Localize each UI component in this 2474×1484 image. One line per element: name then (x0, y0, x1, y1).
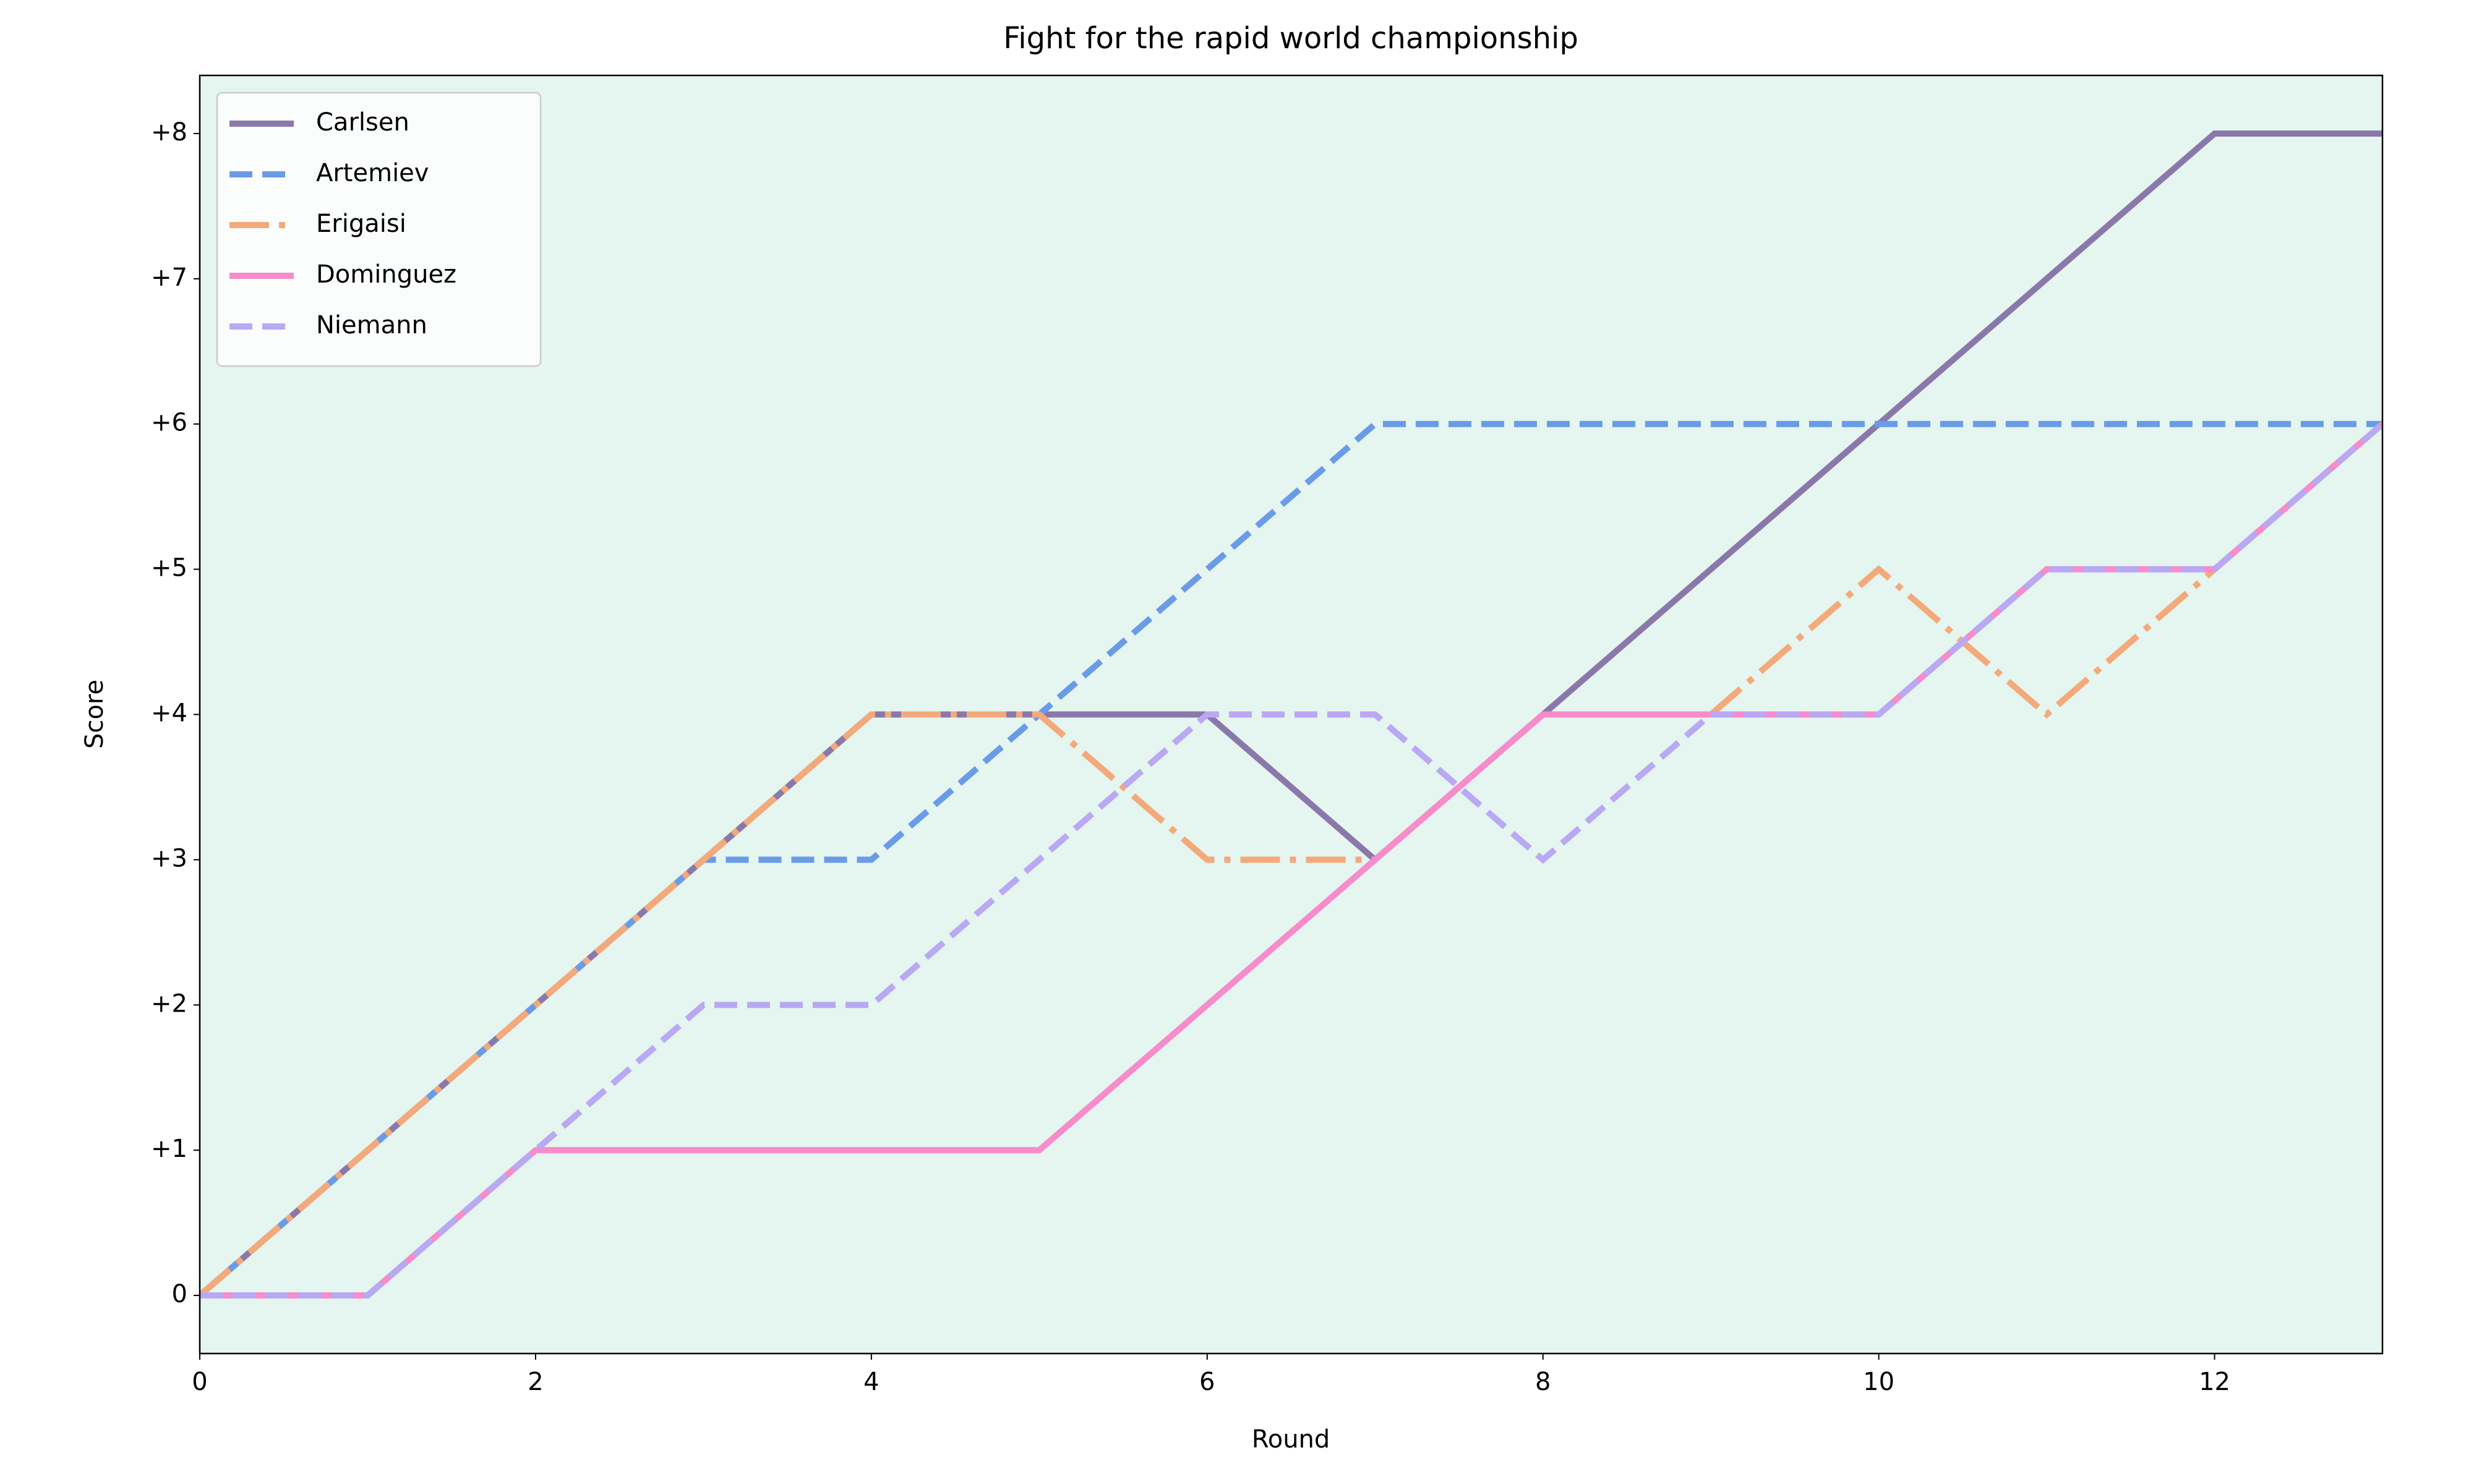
y-tick-label: +7 (151, 263, 187, 292)
plot-frame (199, 74, 2384, 1355)
y-tick-label: +3 (151, 844, 187, 872)
x-axis-label: Round (1252, 1425, 1330, 1454)
chart-title: Fight for the rapid world championship (1003, 21, 1578, 56)
y-tick-label: +4 (151, 699, 187, 728)
y-tick-label: +5 (151, 554, 187, 582)
x-tick-label: 10 (1863, 1368, 1894, 1396)
y-tick-label: +2 (151, 989, 187, 1018)
y-tick-label: +6 (151, 409, 187, 437)
y-tick-label: +1 (151, 1135, 187, 1163)
x-tick-label: 4 (863, 1368, 879, 1396)
legend-label: Carlsen (316, 108, 409, 137)
x-tick-label: 8 (1535, 1368, 1551, 1396)
x-tick-label: 6 (1199, 1368, 1215, 1396)
y-axis-label: Score (80, 680, 109, 749)
legend-label: Artemiev (316, 159, 429, 187)
series-line (200, 421, 2382, 1299)
legend-label: Niemann (316, 311, 427, 339)
legend-label: Erigaisi (316, 210, 406, 238)
plot-background (200, 75, 2382, 1354)
x-tick-label: 0 (192, 1368, 207, 1396)
series-line (200, 421, 2382, 1298)
x-tick-label: 2 (528, 1368, 543, 1396)
y-tick-label: +8 (151, 118, 187, 147)
y-tick-label: 0 (172, 1280, 187, 1308)
x-tick-label: 12 (2199, 1368, 2230, 1396)
legend-label: Dominguez (316, 260, 456, 289)
series-line (200, 421, 2382, 1299)
legend-box (216, 92, 542, 367)
